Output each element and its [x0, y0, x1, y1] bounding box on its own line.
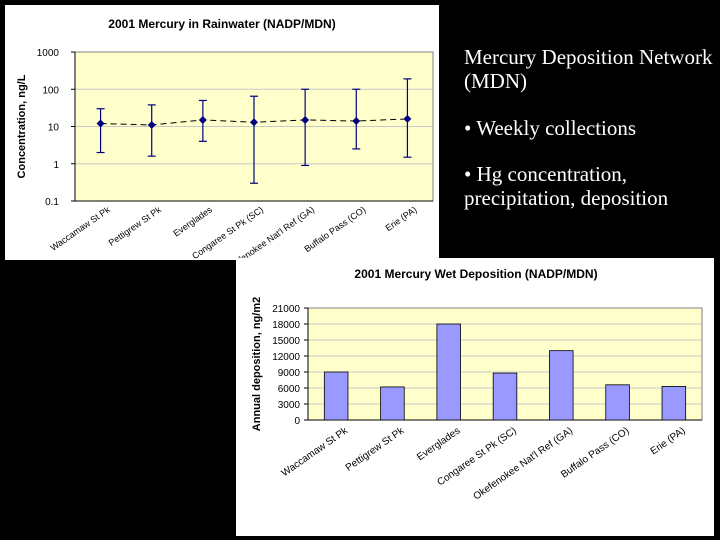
chart1-xtick-label-waccamaw-st-pk: Waccamaw St Pk	[48, 204, 112, 253]
chart2-ytick-label: 9000	[278, 368, 301, 379]
chart2-xtick-label-okefenokee-nat-l-ref-ga: Okefenokee Nat'l Ref (GA)	[472, 425, 575, 502]
chart2-title: 2001 Mercury Wet Deposition (NADP/MDN)	[354, 267, 597, 281]
chart2-xtick-label-waccamaw-st-pk: Waccamaw St Pk	[280, 425, 351, 479]
chart1-point-everglades	[198, 115, 207, 124]
chart2-ytick-label: 3000	[278, 400, 301, 411]
chart2-xtick-label-pettigrew-st-pk: Pettigrew St Pk	[344, 425, 407, 474]
chart-mercury-wet-deposition-svg: 2001 Mercury Wet Deposition (NADP/MDN) 0 3…	[251, 267, 703, 502]
chart2-ytick-label: 6000	[278, 384, 301, 395]
chart1-xtick-label-everglades: Everglades	[171, 204, 214, 238]
chart2-bar-okefenokee-nat-l-ref-ga	[549, 350, 574, 421]
chart1-ytick-label: 1	[53, 160, 59, 171]
chart-mercury-wet-deposition: 2001 Mercury Wet Deposition (NADP/MDN) 0 3…	[236, 258, 714, 536]
chart1-point-buffalo-pass-co	[352, 117, 361, 126]
chart1-point-okefenokee-nat-l-ref-ga	[301, 115, 310, 124]
chart2-ytick-label: 18000	[272, 320, 300, 331]
chart1-point-erie-pa	[403, 114, 412, 123]
chart2-bar-congaree-st-pk-sc	[492, 372, 518, 421]
chart-mercury-in-rainwater-svg: 2001 Mercury in Rainwater (NADP/MDN) 0.1 1…	[16, 17, 434, 260]
chart1-ytick-label: 1000	[37, 48, 60, 59]
chart2-ylabel: Annual deposition, ng/m2	[251, 297, 263, 431]
chart2-xtick-label-erie-pa: Erie (PA)	[649, 425, 688, 457]
chart1-xtick-label-pettigrew-st-pk: Pettigrew St Pk	[107, 204, 164, 248]
chart2-ytick-label: 0	[294, 416, 300, 427]
bullet-weekly-collections: • Weekly collections	[464, 116, 637, 140]
chart1-ytick-label: 100	[42, 85, 59, 96]
chart2-bar-everglades	[436, 323, 461, 421]
chart1-point-congaree-st-pk-sc	[250, 118, 258, 127]
chart1-ytick-label: 0.1	[45, 197, 59, 208]
chart1-ylabel: Concentration, ng/L	[16, 74, 28, 178]
chart1-title: 2001 Mercury in Rainwater (NADP/MDN)	[108, 17, 335, 31]
chart2-ytick-label: 21000	[272, 304, 300, 315]
chart2-ytick-label: 12000	[272, 352, 300, 363]
chart2-bar-buffalo-pass-co	[605, 384, 630, 421]
chart2-bar-waccamaw-st-pk	[323, 371, 349, 421]
chart2-ytick-label: 15000	[272, 336, 300, 347]
chart2-xtick-label-everglades: Everglades	[415, 425, 462, 463]
chart2-bar-pettigrew-st-pk	[380, 386, 405, 421]
chart-mercury-in-rainwater: 2001 Mercury in Rainwater (NADP/MDN) 0.1 1…	[5, 5, 439, 260]
slide-title: Mercury Deposition Network (MDN)	[464, 45, 713, 93]
chart1-point-waccamaw-st-pk	[96, 119, 105, 128]
chart1-xtick-label-erie-pa: Erie (PA)	[383, 204, 418, 233]
bullet-hg-concentration: • Hg concentration, precipitation, depos…	[464, 162, 669, 210]
chart1-point-pettigrew-st-pk	[147, 120, 156, 129]
chart1-ytick-label: 10	[48, 123, 60, 134]
chart2-bar-erie-pa	[661, 385, 687, 421]
